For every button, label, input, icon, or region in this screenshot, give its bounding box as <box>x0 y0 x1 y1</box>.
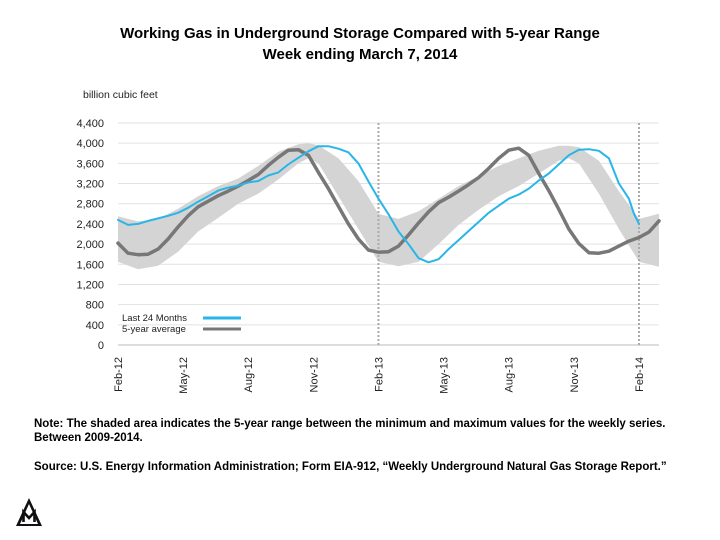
y-tick-label: 800 <box>86 300 104 312</box>
y-tick-label: 1,200 <box>76 279 104 291</box>
y-unit-label: billion cubic feet <box>83 89 158 101</box>
y-tick-label: 4,400 <box>76 118 104 130</box>
y-tick-label: 2,400 <box>76 219 104 231</box>
legend-label: 5-year average <box>122 324 186 335</box>
chart-subtitle: Week ending March 7, 2014 <box>262 46 458 63</box>
y-tick-label: 400 <box>86 320 104 332</box>
y-tick-label: 0 <box>98 340 104 352</box>
x-tick-label: Feb-13 <box>373 357 385 392</box>
y-tick-label: 3,200 <box>76 179 104 191</box>
chart-note: Note: The shaded area indicates the 5-ye… <box>34 418 666 444</box>
x-tick-label: Feb-14 <box>634 357 646 392</box>
storage-chart: 0 400 800 1,200 1,600 2,000 2,400 2,800 3,200 3,6… <box>76 118 661 394</box>
x-tick-label: Nov-13 <box>569 357 581 392</box>
x-tick-label: May-13 <box>439 357 451 394</box>
chart-source: Source: U.S. Energy Information Administ… <box>34 461 667 473</box>
x-tick-label: Aug-12 <box>243 357 255 392</box>
series-line-five-year-average <box>116 146 661 257</box>
x-tick-label: Nov-12 <box>308 357 320 392</box>
series-line-last-24-months <box>117 145 640 264</box>
legend-label: Last 24 Months <box>122 313 187 324</box>
x-tick-label: Aug-13 <box>504 357 516 392</box>
mountain-m-logo-icon <box>16 498 42 526</box>
chart-title: Working Gas in Underground Storage Compa… <box>120 25 600 42</box>
x-tick-label: May-12 <box>178 357 190 394</box>
five-year-range-band <box>118 143 659 270</box>
x-tick-label: Feb-12 <box>113 357 125 392</box>
y-tick-label: 2,000 <box>76 239 104 251</box>
y-tick-label: 4,000 <box>76 138 104 150</box>
y-tick-label: 2,800 <box>76 199 104 211</box>
y-tick-label: 3,600 <box>76 158 104 170</box>
y-tick-label: 1,600 <box>76 259 104 271</box>
